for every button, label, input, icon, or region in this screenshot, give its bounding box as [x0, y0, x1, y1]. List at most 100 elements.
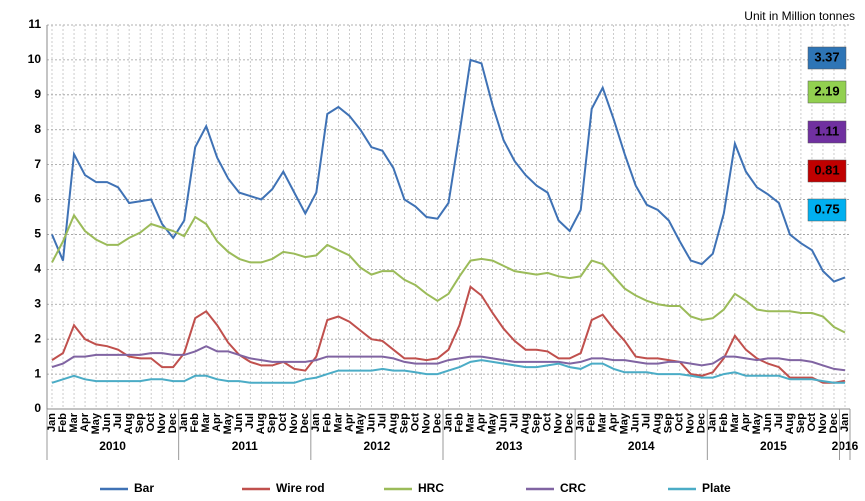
y-tick-label: 8: [34, 122, 41, 136]
legend-label: Wire rod: [276, 481, 325, 495]
x-tick-label: Dec: [299, 413, 311, 433]
series-line: [51, 58, 846, 283]
x-tick-label: Dec: [564, 413, 576, 433]
annotation-text: 0.75: [814, 201, 839, 216]
x-tick-label: May: [486, 412, 498, 434]
x-tick-label: Sep: [134, 413, 146, 433]
y-tick-label: 1: [34, 366, 41, 380]
x-tick-label: Oct: [674, 413, 686, 432]
x-tick-label: Jun: [365, 413, 377, 433]
unit-label: Unit in Million tonnes: [744, 9, 855, 23]
x-tick-label: May: [619, 412, 631, 434]
x-tick-label: Mar: [597, 412, 609, 432]
x-tick-label: Aug: [520, 413, 532, 434]
year-label: 2015: [760, 439, 787, 453]
annotation-text: 3.37: [814, 49, 839, 64]
x-tick-label: Sep: [398, 413, 410, 433]
x-tick-label: Jun: [630, 413, 642, 433]
annotation-box: [807, 120, 847, 144]
x-tick-label: May: [751, 412, 763, 434]
x-tick-label: Jun: [497, 413, 509, 433]
series-line: [51, 359, 845, 384]
annotation-text: 0.81: [814, 162, 839, 177]
x-tick-label: Nov: [685, 412, 697, 434]
x-tick-label: Sep: [531, 413, 543, 433]
annotation-box: [807, 198, 847, 222]
legend-label: Plate: [702, 481, 731, 495]
x-tick-label: Dec: [696, 413, 708, 433]
x-tick-label: Jun: [762, 413, 774, 433]
annotation-text: 1.11: [815, 123, 840, 138]
x-tick-label: Sep: [795, 413, 807, 433]
year-label: 2010: [99, 439, 126, 453]
x-tick-label: Apr: [608, 412, 620, 432]
legend-label: HRC: [418, 481, 444, 495]
y-tick-label: 0: [34, 401, 41, 415]
x-tick-label: May: [222, 412, 234, 434]
x-tick-label: Sep: [663, 413, 675, 433]
x-tick-label: Nov: [420, 412, 432, 434]
x-tick-label: Apr: [740, 412, 752, 432]
x-tick-label: Jul: [641, 413, 653, 429]
y-tick-label: 6: [34, 192, 41, 206]
series-line: [51, 345, 846, 372]
y-tick-label: 7: [34, 157, 41, 171]
y-tick-label: 2: [34, 331, 41, 345]
x-tick-label: Jan: [442, 413, 454, 432]
x-tick-label: Jan: [707, 413, 719, 432]
y-tick-label: 5: [34, 227, 41, 241]
x-tick-label: Oct: [409, 413, 421, 432]
x-tick-label: Jun: [233, 413, 245, 433]
x-tick-label: Oct: [277, 413, 289, 432]
year-label: 2012: [364, 439, 391, 453]
x-tick-label: Mar: [464, 412, 476, 432]
x-tick-label: May: [354, 412, 366, 434]
x-tick-label: Aug: [652, 413, 664, 434]
x-tick-label: Feb: [57, 413, 69, 433]
annotation-box: [807, 46, 847, 70]
x-tick-label: Apr: [79, 412, 91, 432]
x-tick-label: Feb: [718, 413, 730, 433]
x-tick-label: Nov: [288, 412, 300, 434]
x-tick-label: Mar: [200, 412, 212, 432]
x-tick-label: Jun: [101, 413, 113, 433]
x-tick-label: Feb: [586, 413, 598, 433]
x-tick-label: Mar: [68, 412, 80, 432]
x-tick-label: Jan: [575, 413, 587, 432]
y-tick-label: 10: [28, 52, 42, 66]
x-tick-label: Dec: [828, 413, 840, 433]
x-tick-label: Apr: [211, 412, 223, 432]
legend-label: Bar: [134, 481, 154, 495]
y-tick-label: 4: [34, 262, 41, 276]
year-label: 2013: [496, 439, 523, 453]
x-tick-label: Oct: [542, 413, 554, 432]
x-tick-label: Apr: [475, 412, 487, 432]
x-tick-label: Jul: [773, 413, 785, 429]
x-tick-label: Feb: [321, 413, 333, 433]
x-tick-label: Feb: [453, 413, 465, 433]
x-tick-label: Jan: [839, 413, 851, 432]
series-line: [51, 213, 846, 334]
x-tick-label: Jul: [244, 413, 256, 429]
x-tick-label: May: [90, 412, 102, 434]
x-tick-label: Feb: [189, 413, 201, 433]
y-tick-label: 11: [28, 17, 41, 31]
x-tick-label: Oct: [145, 413, 157, 432]
y-tick-label: 9: [34, 87, 41, 101]
series-line: [51, 285, 846, 384]
x-tick-label: Mar: [729, 412, 741, 432]
x-tick-label: Sep: [266, 413, 278, 433]
x-tick-label: Aug: [255, 413, 267, 434]
year-label: 2011: [232, 439, 258, 453]
x-tick-label: Aug: [784, 413, 796, 434]
x-tick-label: Nov: [156, 412, 168, 434]
y-tick-label: 3: [34, 296, 41, 310]
x-tick-label: Jul: [112, 413, 124, 429]
legend-label: CRC: [560, 481, 586, 495]
annotation-box: [807, 80, 847, 104]
x-tick-label: Jan: [310, 413, 322, 432]
x-tick-label: Jul: [508, 413, 520, 429]
x-tick-label: Nov: [553, 412, 565, 434]
x-tick-label: Aug: [123, 413, 135, 434]
